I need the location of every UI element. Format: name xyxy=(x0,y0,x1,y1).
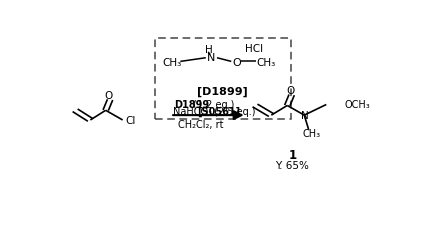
Text: O: O xyxy=(286,86,295,96)
Text: O: O xyxy=(232,58,241,68)
Text: H: H xyxy=(205,45,213,55)
Text: O: O xyxy=(104,90,113,101)
Text: [S0561]: [S0561] xyxy=(197,106,240,116)
Text: CH₂Cl₂, rt: CH₂Cl₂, rt xyxy=(178,119,223,129)
Text: CH₃: CH₃ xyxy=(257,58,276,68)
Text: CH₃: CH₃ xyxy=(162,58,181,68)
Text: N: N xyxy=(301,111,309,121)
Text: [D1899]: [D1899] xyxy=(198,86,248,97)
Text: OCH₃: OCH₃ xyxy=(345,99,371,109)
Text: Cl: Cl xyxy=(125,116,135,126)
Text: (2.5 eq.): (2.5 eq.) xyxy=(211,106,255,116)
Text: N: N xyxy=(207,53,215,63)
Text: CH₃: CH₃ xyxy=(303,129,321,139)
Text: D1899: D1899 xyxy=(174,100,209,110)
Text: HCl: HCl xyxy=(245,44,263,54)
Text: NaHCO₃: NaHCO₃ xyxy=(173,106,215,116)
Text: (1.2 eq.): (1.2 eq.) xyxy=(190,100,234,110)
Text: Y. 65%: Y. 65% xyxy=(276,161,309,171)
Text: 1: 1 xyxy=(288,149,297,162)
